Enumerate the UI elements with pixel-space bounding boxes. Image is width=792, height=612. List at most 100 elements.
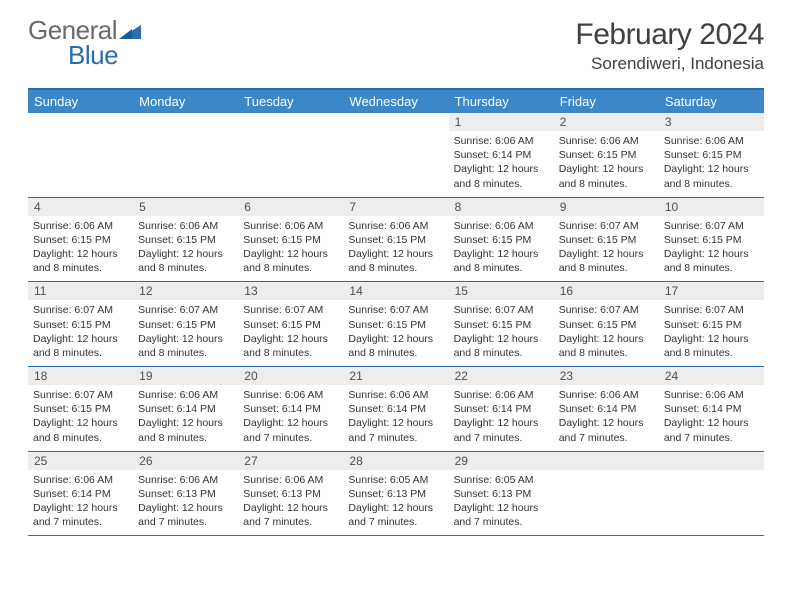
day-info: Sunrise: 6:07 AMSunset: 6:15 PMDaylight:… bbox=[659, 303, 764, 360]
day-info: Sunrise: 6:06 AMSunset: 6:14 PMDaylight:… bbox=[449, 388, 554, 445]
sunset-text: Sunset: 6:15 PM bbox=[664, 233, 759, 247]
sunrise-text: Sunrise: 6:07 AM bbox=[33, 303, 128, 317]
logo: GeneralBlue bbox=[28, 18, 143, 67]
day-info: Sunrise: 6:06 AMSunset: 6:15 PMDaylight:… bbox=[659, 134, 764, 191]
daylight-text: Daylight: 12 hours and 8 minutes. bbox=[243, 332, 338, 360]
sunrise-text: Sunrise: 6:07 AM bbox=[664, 219, 759, 233]
calendar: Sunday Monday Tuesday Wednesday Thursday… bbox=[28, 88, 764, 536]
day-info: Sunrise: 6:05 AMSunset: 6:13 PMDaylight:… bbox=[343, 473, 448, 530]
daylight-text: Daylight: 12 hours and 8 minutes. bbox=[454, 162, 549, 190]
daylight-text: Daylight: 12 hours and 8 minutes. bbox=[664, 332, 759, 360]
daylight-text: Daylight: 12 hours and 8 minutes. bbox=[348, 247, 443, 275]
day-number: 6 bbox=[238, 198, 343, 216]
sunrise-text: Sunrise: 6:07 AM bbox=[33, 388, 128, 402]
day-header: Monday bbox=[133, 90, 238, 113]
sunrise-text: Sunrise: 6:06 AM bbox=[664, 134, 759, 148]
day-info: Sunrise: 6:06 AMSunset: 6:15 PMDaylight:… bbox=[343, 219, 448, 276]
sunrise-text: Sunrise: 6:06 AM bbox=[559, 134, 654, 148]
day-cell: 8Sunrise: 6:06 AMSunset: 6:15 PMDaylight… bbox=[449, 198, 554, 282]
day-cell: 6 Sunrise: 6:06 AMSunset: 6:15 PMDaylight… bbox=[238, 198, 343, 282]
day-number: 29 bbox=[449, 452, 554, 470]
daylight-text: Daylight: 12 hours and 7 minutes. bbox=[454, 416, 549, 444]
day-info: Sunrise: 6:07 AMSunset: 6:15 PMDaylight:… bbox=[238, 303, 343, 360]
day-info: Sunrise: 6:06 AMSunset: 6:13 PMDaylight:… bbox=[238, 473, 343, 530]
month-title: February 2024 bbox=[575, 18, 764, 52]
day-info: Sunrise: 6:06 AMSunset: 6:15 PMDaylight:… bbox=[133, 219, 238, 276]
day-cell: 23Sunrise: 6:06 AMSunset: 6:14 PMDayligh… bbox=[554, 367, 659, 451]
day-number: 19 bbox=[133, 367, 238, 385]
day-number: 27 bbox=[238, 452, 343, 470]
sunrise-text: Sunrise: 6:07 AM bbox=[559, 303, 654, 317]
daylight-text: Daylight: 12 hours and 8 minutes. bbox=[138, 416, 233, 444]
day-cell: 10 Sunrise: 6:07 AMSunset: 6:15 PMDayligh… bbox=[659, 198, 764, 282]
daylight-text: Daylight: 12 hours and 7 minutes. bbox=[348, 416, 443, 444]
day-cell: 21Sunrise: 6:06 AMSunset: 6:14 PMDayligh… bbox=[343, 367, 448, 451]
day-info: Sunrise: 6:06 AMSunset: 6:15 PMDaylight:… bbox=[28, 219, 133, 276]
day-cell: 13 Sunrise: 6:07 AMSunset: 6:15 PMDayligh… bbox=[238, 282, 343, 366]
day-cell: 18 Sunrise: 6:07 AMSunset: 6:15 PMDayligh… bbox=[28, 367, 133, 451]
sunset-text: Sunset: 6:15 PM bbox=[348, 318, 443, 332]
daylight-text: Daylight: 12 hours and 7 minutes. bbox=[138, 501, 233, 529]
sunset-text: Sunset: 6:15 PM bbox=[33, 402, 128, 416]
day-cell: 25Sunrise: 6:06 AMSunset: 6:14 PMDayligh… bbox=[28, 452, 133, 536]
day-cell: 26Sunrise: 6:06 AMSunset: 6:13 PMDayligh… bbox=[133, 452, 238, 536]
logo-triangle-icon bbox=[119, 18, 141, 43]
sunrise-text: Sunrise: 6:06 AM bbox=[243, 219, 338, 233]
sunrise-text: Sunrise: 6:06 AM bbox=[33, 219, 128, 233]
day-cell: 1Sunrise: 6:06 AMSunset: 6:14 PMDaylight… bbox=[449, 113, 554, 197]
daylight-text: Daylight: 12 hours and 8 minutes. bbox=[33, 416, 128, 444]
daylight-text: Daylight: 12 hours and 8 minutes. bbox=[664, 162, 759, 190]
day-info: Sunrise: 6:06 AMSunset: 6:15 PMDaylight:… bbox=[449, 219, 554, 276]
sunrise-text: Sunrise: 6:06 AM bbox=[33, 473, 128, 487]
empty-day bbox=[133, 113, 238, 131]
day-cell bbox=[133, 113, 238, 197]
day-info: Sunrise: 6:06 AMSunset: 6:14 PMDaylight:… bbox=[554, 388, 659, 445]
day-cell: 12Sunrise: 6:07 AMSunset: 6:15 PMDayligh… bbox=[133, 282, 238, 366]
daylight-text: Daylight: 12 hours and 7 minutes. bbox=[348, 501, 443, 529]
day-cell: 16Sunrise: 6:07 AMSunset: 6:15 PMDayligh… bbox=[554, 282, 659, 366]
sunrise-text: Sunrise: 6:05 AM bbox=[348, 473, 443, 487]
day-header: Friday bbox=[554, 90, 659, 113]
empty-day bbox=[659, 452, 764, 470]
daylight-text: Daylight: 12 hours and 8 minutes. bbox=[138, 332, 233, 360]
sunset-text: Sunset: 6:14 PM bbox=[559, 402, 654, 416]
daylight-text: Daylight: 12 hours and 8 minutes. bbox=[454, 332, 549, 360]
day-cell: 14Sunrise: 6:07 AMSunset: 6:15 PMDayligh… bbox=[343, 282, 448, 366]
day-number: 13 bbox=[238, 282, 343, 300]
day-cell: 27 Sunrise: 6:06 AMSunset: 6:13 PMDayligh… bbox=[238, 452, 343, 536]
day-cell: 22Sunrise: 6:06 AMSunset: 6:14 PMDayligh… bbox=[449, 367, 554, 451]
sunset-text: Sunset: 6:13 PM bbox=[454, 487, 549, 501]
day-number: 4 bbox=[28, 198, 133, 216]
day-cell: 11Sunrise: 6:07 AMSunset: 6:15 PMDayligh… bbox=[28, 282, 133, 366]
sunrise-text: Sunrise: 6:06 AM bbox=[138, 388, 233, 402]
daylight-text: Daylight: 12 hours and 8 minutes. bbox=[33, 332, 128, 360]
day-info: Sunrise: 6:05 AMSunset: 6:13 PMDaylight:… bbox=[449, 473, 554, 530]
day-number: 28 bbox=[343, 452, 448, 470]
sunrise-text: Sunrise: 6:07 AM bbox=[454, 303, 549, 317]
day-number: 18 bbox=[28, 367, 133, 385]
sunset-text: Sunset: 6:15 PM bbox=[559, 233, 654, 247]
day-number: 1 bbox=[449, 113, 554, 131]
day-number: 25 bbox=[28, 452, 133, 470]
week-row: 4Sunrise: 6:06 AMSunset: 6:15 PMDaylight… bbox=[28, 198, 764, 283]
day-number: 7 bbox=[343, 198, 448, 216]
daylight-text: Daylight: 12 hours and 8 minutes. bbox=[243, 247, 338, 275]
empty-day bbox=[238, 113, 343, 131]
header: GeneralBlue February 2024 Sorendiweri, I… bbox=[28, 18, 764, 74]
sunset-text: Sunset: 6:15 PM bbox=[243, 233, 338, 247]
sunset-text: Sunset: 6:15 PM bbox=[454, 318, 549, 332]
daylight-text: Daylight: 12 hours and 7 minutes. bbox=[33, 501, 128, 529]
logo-text-blue: Blue bbox=[68, 43, 118, 68]
sunset-text: Sunset: 6:15 PM bbox=[664, 318, 759, 332]
day-number: 15 bbox=[449, 282, 554, 300]
day-info: Sunrise: 6:06 AMSunset: 6:14 PMDaylight:… bbox=[133, 388, 238, 445]
day-info: Sunrise: 6:07 AMSunset: 6:15 PMDaylight:… bbox=[659, 219, 764, 276]
day-cell: 3Sunrise: 6:06 AMSunset: 6:15 PMDaylight… bbox=[659, 113, 764, 197]
sunset-text: Sunset: 6:15 PM bbox=[664, 148, 759, 162]
sunrise-text: Sunrise: 6:07 AM bbox=[559, 219, 654, 233]
daylight-text: Daylight: 12 hours and 7 minutes. bbox=[559, 416, 654, 444]
day-cell bbox=[554, 452, 659, 536]
sunset-text: Sunset: 6:15 PM bbox=[33, 318, 128, 332]
day-number: 10 bbox=[659, 198, 764, 216]
day-header: Tuesday bbox=[238, 90, 343, 113]
